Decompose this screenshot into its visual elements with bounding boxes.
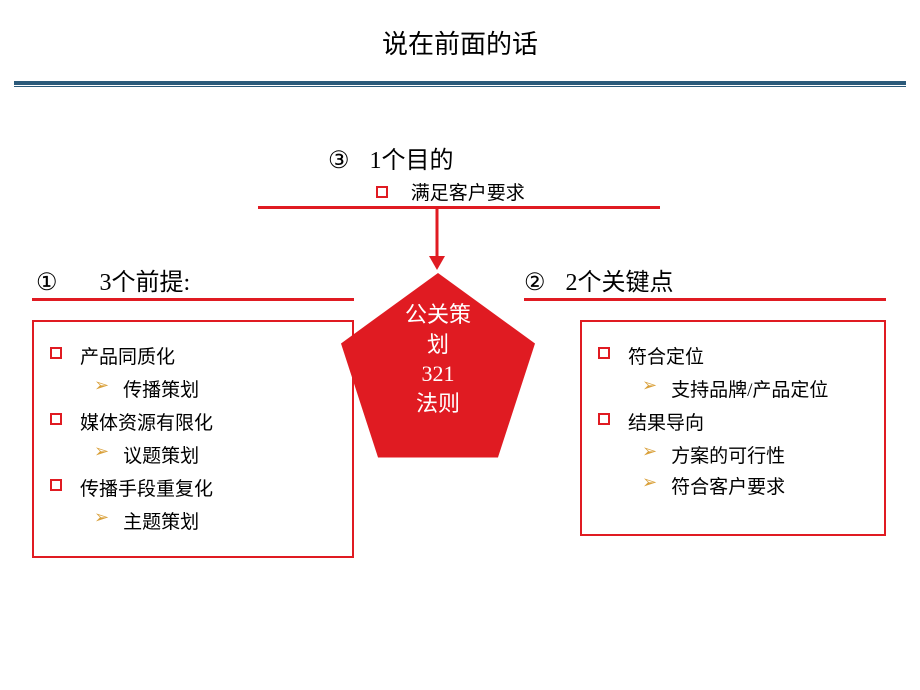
square-bullet-icon [50, 479, 62, 491]
section-3-bullet-line: 满足客户要求 [376, 178, 525, 205]
list-subitem-label: 方案的可行性 [671, 441, 785, 468]
section-3-title: ③ 1个目的 [328, 140, 454, 175]
list-subitem-label: 符合客户要求 [671, 472, 785, 499]
chevron-icon: ➢ [94, 375, 109, 402]
section-1-label: 3个前提: [100, 270, 191, 296]
list-item-label: 符合定位 [628, 342, 704, 369]
chevron-icon: ➢ [642, 375, 657, 402]
pentagon-center: 公关策划321法则 [332, 269, 544, 481]
arrow-down-icon [422, 208, 452, 272]
square-bullet-icon [598, 413, 610, 425]
list-item-label: 产品同质化 [80, 342, 175, 369]
chevron-icon: ➢ [94, 441, 109, 468]
list-item: 媒体资源有限化 [50, 408, 336, 435]
section-1-title: ① 3个前提: [36, 262, 190, 297]
list-item-label: 媒体资源有限化 [80, 408, 213, 435]
section-1-box: 产品同质化 ➢ 传播策划媒体资源有限化 ➢ 议题策划传播手段重复化 ➢ 主题策划 [32, 320, 354, 558]
pentagon-line: 公关策 [332, 300, 544, 330]
section-2-label: 2个关键点 [566, 270, 674, 296]
section-1-rule [32, 298, 354, 301]
section-2-title: ② 2个关键点 [524, 262, 674, 297]
list-subitem-label: 议题策划 [123, 441, 199, 468]
pentagon-text: 公关策划321法则 [332, 300, 544, 419]
chevron-icon: ➢ [94, 507, 109, 534]
list-item-label: 结果导向 [628, 408, 704, 435]
list-item: 结果导向 [598, 408, 868, 435]
list-subitem-label: 主题策划 [123, 507, 199, 534]
list-subitem: ➢ 议题策划 [94, 441, 336, 468]
square-bullet-icon [50, 347, 62, 359]
list-subitem: ➢ 符合客户要求 [642, 472, 868, 499]
circled-1: ① [36, 270, 58, 296]
square-bullet-icon [50, 413, 62, 425]
section-3-label: 1个目的 [370, 148, 454, 174]
list-item: 产品同质化 [50, 342, 336, 369]
square-bullet-icon [376, 186, 388, 198]
list-item: 传播手段重复化 [50, 474, 336, 501]
list-subitem-label: 传播策划 [123, 375, 199, 402]
chevron-icon: ➢ [642, 441, 657, 468]
list-subitem: ➢ 支持品牌/产品定位 [642, 375, 868, 402]
section-2-rule [524, 298, 886, 301]
section-2-box: 符合定位 ➢ 支持品牌/产品定位结果导向 ➢ 方案的可行性 ➢ 符合客户要求 [580, 320, 886, 536]
list-subitem-label: 支持品牌/产品定位 [671, 375, 828, 402]
list-subitem: ➢ 传播策划 [94, 375, 336, 402]
list-item: 符合定位 [598, 342, 868, 369]
circled-3: ③ [328, 148, 350, 174]
pentagon-line: 法则 [332, 389, 544, 419]
list-subitem: ➢ 主题策划 [94, 507, 336, 534]
section-2-list: 符合定位 ➢ 支持品牌/产品定位结果导向 ➢ 方案的可行性 ➢ 符合客户要求 [598, 342, 868, 499]
page-title: 说在前面的话 [0, 0, 920, 61]
list-item-label: 传播手段重复化 [80, 474, 213, 501]
pentagon-line: 划 [332, 330, 544, 360]
list-subitem: ➢ 方案的可行性 [642, 441, 868, 468]
section-3-bullet-text: 满足客户要求 [411, 183, 525, 204]
title-divider [14, 81, 906, 87]
pentagon-line: 321 [332, 359, 544, 389]
section-3-rule [258, 206, 660, 209]
square-bullet-icon [598, 347, 610, 359]
chevron-icon: ➢ [642, 472, 657, 499]
section-1-list: 产品同质化 ➢ 传播策划媒体资源有限化 ➢ 议题策划传播手段重复化 ➢ 主题策划 [50, 342, 336, 534]
